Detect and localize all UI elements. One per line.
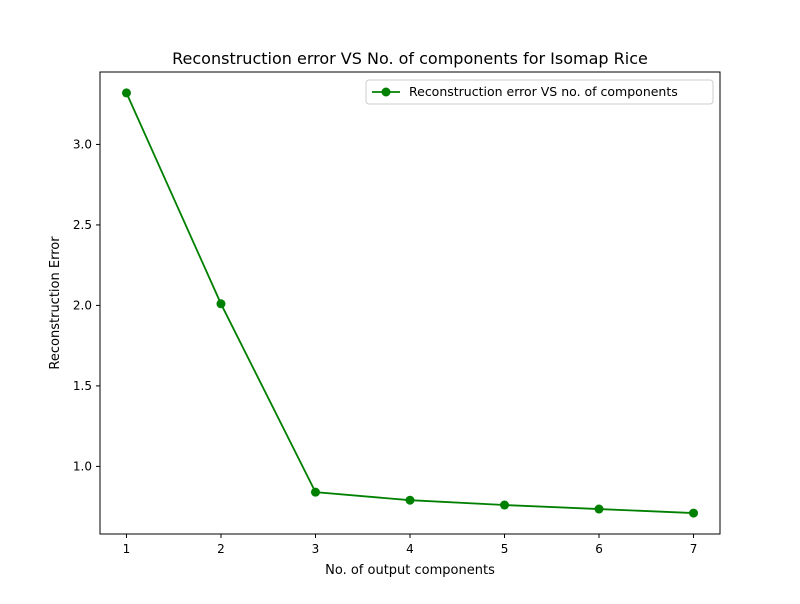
x-tick-label: 5 [501,542,509,556]
x-tick-label: 4 [406,542,414,556]
plot-frame [99,71,721,535]
y-tick-label: 2.0 [73,298,92,312]
x-tick-label: 1 [123,542,131,556]
axis-ticks: 1 2 3 4 5 6 7 1.0 1.5 2.0 2.5 3.0 [73,137,697,556]
data-point [216,299,226,309]
data-point [500,500,510,510]
y-tick-label: 1.5 [73,379,92,393]
chart-title: Reconstruction error VS No. of component… [172,49,648,68]
y-axis-label: Reconstruction Error [48,236,63,370]
x-tick-label: 6 [595,542,603,556]
legend-marker-swatch [381,87,391,97]
y-tick-label: 1.0 [73,459,92,473]
data-point [689,508,699,518]
x-tick-label: 3 [312,542,320,556]
data-point [405,495,415,505]
x-axis-label: No. of output components [325,563,495,578]
data-point [310,487,320,497]
x-tick-label: 7 [690,542,698,556]
data-point [594,504,604,514]
data-point [121,88,131,98]
plot-series [121,88,699,518]
legend: Reconstruction error VS no. of component… [365,79,714,105]
legend-box [365,79,714,105]
legend-label: Reconstruction error VS no. of component… [409,84,678,99]
y-tick-label: 2.5 [73,218,92,232]
y-tick-label: 3.0 [73,137,92,151]
x-tick-label: 2 [217,542,225,556]
